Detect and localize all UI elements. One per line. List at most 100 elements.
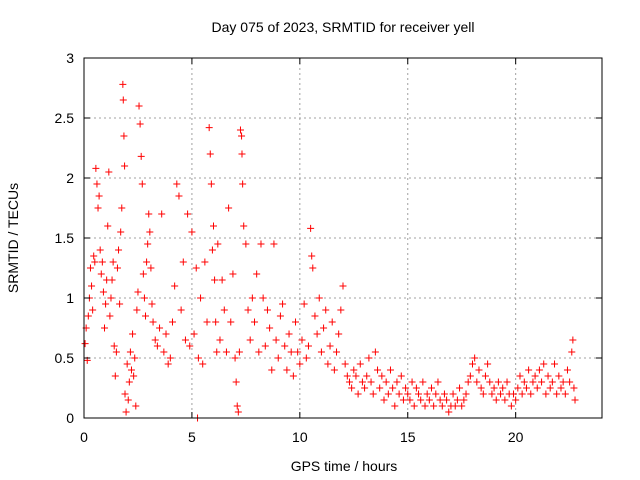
data-point xyxy=(425,396,433,404)
data-point xyxy=(218,276,226,284)
data-point xyxy=(350,366,358,374)
data-point xyxy=(397,372,405,380)
data-point xyxy=(115,246,123,254)
data-point xyxy=(214,240,222,248)
data-point xyxy=(406,396,414,404)
data-point xyxy=(514,384,522,392)
data-point xyxy=(190,330,198,338)
data-point xyxy=(408,378,416,386)
data-point xyxy=(458,402,466,410)
data-point xyxy=(516,372,524,380)
data-point xyxy=(488,390,496,398)
data-point xyxy=(533,384,541,392)
data-point xyxy=(525,366,533,374)
data-point xyxy=(186,342,194,350)
y-tick-label: 2 xyxy=(66,170,74,186)
data-point xyxy=(206,150,214,158)
data-point xyxy=(330,366,338,374)
data-point xyxy=(153,342,161,350)
data-point xyxy=(479,390,487,398)
data-point xyxy=(99,288,107,296)
data-point xyxy=(134,288,142,296)
data-point xyxy=(145,210,153,218)
data-point xyxy=(181,336,189,344)
data-point xyxy=(307,224,315,232)
data-point xyxy=(538,378,546,386)
data-point xyxy=(412,384,420,392)
data-point xyxy=(92,164,100,172)
data-point xyxy=(475,366,483,374)
data-point xyxy=(395,390,403,398)
data-point xyxy=(520,378,528,386)
data-point xyxy=(423,390,431,398)
data-point xyxy=(486,378,494,386)
data-point xyxy=(553,390,561,398)
data-point xyxy=(464,378,472,386)
data-point xyxy=(358,378,366,386)
data-point xyxy=(430,402,438,410)
y-tick-label: 1.5 xyxy=(55,230,75,246)
data-point xyxy=(417,396,425,404)
data-point xyxy=(449,390,457,398)
data-point xyxy=(453,396,461,404)
data-point xyxy=(135,102,143,110)
data-point xyxy=(244,306,252,314)
data-point xyxy=(259,294,267,302)
data-point xyxy=(229,270,237,278)
data-point xyxy=(548,378,556,386)
data-point xyxy=(96,246,104,254)
data-point xyxy=(322,306,330,314)
data-point xyxy=(211,276,219,284)
data-point xyxy=(469,360,476,368)
data-point xyxy=(234,408,242,416)
data-point xyxy=(436,396,444,404)
data-point xyxy=(127,366,135,374)
data-point xyxy=(261,342,269,350)
data-point xyxy=(144,240,152,248)
data-point xyxy=(212,318,220,326)
data-point xyxy=(311,312,319,320)
data-point xyxy=(143,258,151,266)
data-point xyxy=(107,294,115,302)
data-point xyxy=(466,372,474,380)
data-point xyxy=(106,312,114,320)
data-point xyxy=(132,402,140,410)
data-point xyxy=(179,258,187,266)
data-point xyxy=(121,390,129,398)
data-point xyxy=(348,384,356,392)
data-point xyxy=(210,222,217,230)
data-point xyxy=(367,378,375,386)
data-point xyxy=(168,318,176,326)
data-point xyxy=(184,210,192,218)
data-point xyxy=(363,372,371,380)
data-point xyxy=(268,366,276,374)
data-point xyxy=(136,120,144,128)
data-point xyxy=(89,306,97,314)
data-point xyxy=(131,354,139,362)
data-point xyxy=(456,384,464,392)
data-point xyxy=(105,168,113,176)
data-point xyxy=(497,390,505,398)
data-point xyxy=(235,348,243,356)
data-point xyxy=(382,378,390,386)
data-point xyxy=(434,378,442,386)
data-point xyxy=(371,348,379,356)
data-point xyxy=(222,348,230,356)
data-point xyxy=(98,258,106,266)
data-point xyxy=(257,240,265,248)
data-point xyxy=(335,330,343,338)
data-point xyxy=(320,324,328,332)
data-point xyxy=(471,354,479,362)
data-point xyxy=(123,360,131,368)
data-point xyxy=(315,294,323,302)
data-point xyxy=(356,360,364,368)
data-point xyxy=(93,180,101,188)
data-point xyxy=(410,402,418,410)
data-point xyxy=(292,318,300,326)
data-point xyxy=(378,372,386,380)
data-point xyxy=(451,402,459,410)
data-point xyxy=(266,324,274,332)
data-point xyxy=(199,360,207,368)
data-point xyxy=(309,264,317,272)
